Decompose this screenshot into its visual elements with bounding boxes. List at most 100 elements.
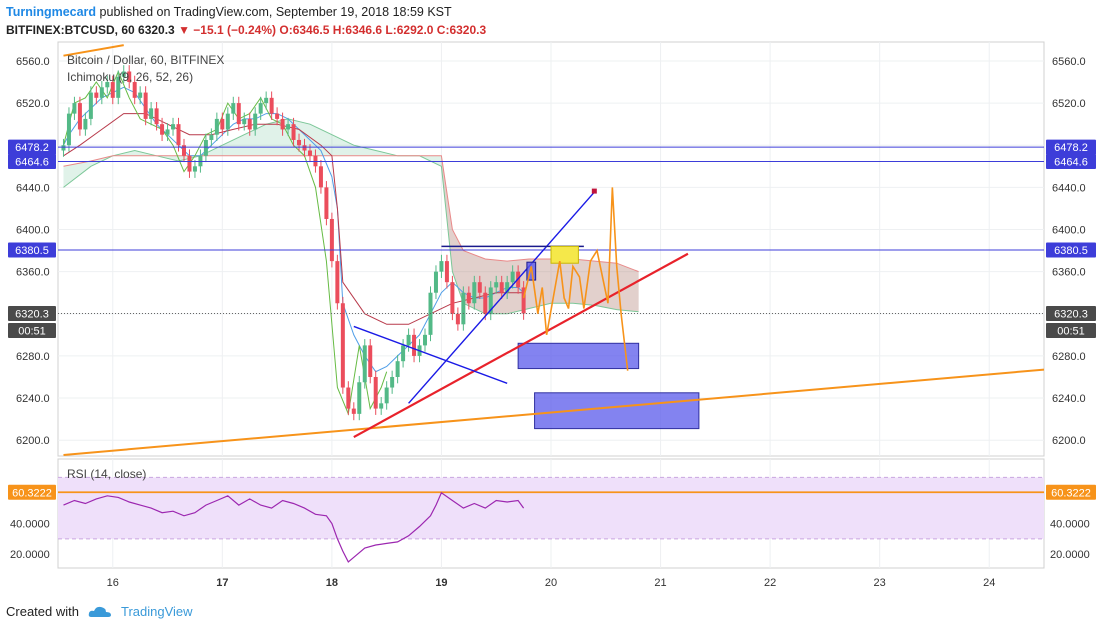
candle-body xyxy=(121,71,126,77)
price-tag xyxy=(8,484,56,500)
candle-body xyxy=(302,145,307,151)
candle-body xyxy=(324,187,329,219)
y-tick-label-right: 6560.0 xyxy=(1052,56,1086,68)
candle-body xyxy=(499,282,504,293)
candle-body xyxy=(368,345,373,377)
tradingview-brand[interactable]: TradingView xyxy=(120,604,193,619)
candle-body xyxy=(384,387,389,404)
candle-body xyxy=(433,271,438,293)
candle-body xyxy=(340,303,345,388)
candle-body xyxy=(187,155,192,172)
candle-body xyxy=(455,313,460,325)
footer: Created with TradingView xyxy=(6,604,193,619)
change-text: ▼ −15.1 (−0.24%) xyxy=(178,23,277,37)
candle-body xyxy=(466,292,471,304)
price-tag-label: 6380.5 xyxy=(1054,245,1088,257)
candle-body xyxy=(203,139,208,156)
candle-body xyxy=(423,334,428,346)
candle-body xyxy=(99,87,104,98)
legend-indicator: Ichimoku (9, 26, 52, 26) xyxy=(67,70,193,84)
candle-body xyxy=(390,376,395,388)
candle-body xyxy=(472,282,477,304)
candle-body xyxy=(192,166,197,172)
price-tag-label: 60.3222 xyxy=(12,487,52,499)
cloud-area xyxy=(63,118,639,314)
candle-body xyxy=(488,287,493,314)
price-tag xyxy=(8,305,56,321)
candle-body xyxy=(209,134,214,140)
x-tick-label: 16 xyxy=(107,577,119,589)
rsi-tick-label-left: 40.0000 xyxy=(10,518,50,530)
candle-body xyxy=(132,82,137,98)
rsi-tick-label-right: 20.0000 xyxy=(1050,549,1090,561)
red-trendline xyxy=(353,252,689,439)
candle-body xyxy=(77,103,82,130)
projection-box-lower xyxy=(534,392,700,430)
price-tag-label: 00:51 xyxy=(18,325,46,337)
price-tag xyxy=(1046,242,1096,258)
y-tick-label-left: 6240.0 xyxy=(16,393,50,405)
candle-body xyxy=(483,292,488,314)
price-tag xyxy=(8,139,56,155)
candle-body xyxy=(264,97,269,104)
candle-body xyxy=(242,118,247,125)
candle-body xyxy=(494,282,499,288)
price-tag-label: 6464.6 xyxy=(1054,156,1088,168)
candle-body xyxy=(346,387,351,409)
price-tag-label: 6478.2 xyxy=(15,142,49,154)
candles xyxy=(61,65,526,421)
candle-body xyxy=(510,271,515,283)
y-tick-label-right: 6440.0 xyxy=(1052,182,1086,194)
candle-body xyxy=(225,113,230,130)
orange-projection-path xyxy=(522,187,629,371)
candle-body xyxy=(88,92,93,119)
senkou-b-line xyxy=(63,155,639,273)
y-tick-label-left: 6520.0 xyxy=(16,98,50,110)
candle-body xyxy=(291,124,296,140)
price-tag xyxy=(8,153,56,169)
candle-body xyxy=(351,408,356,414)
price-tag-label: 6478.2 xyxy=(1054,142,1088,154)
candle-body xyxy=(61,145,66,151)
y-tick-label-left: 6200.0 xyxy=(16,435,50,447)
candle-body xyxy=(83,118,88,130)
y-tick-label-right: 6280.0 xyxy=(1052,351,1086,363)
tradingview-cloud-icon xyxy=(88,606,111,617)
candle-body xyxy=(258,103,263,114)
candle-body xyxy=(318,166,323,188)
y-tick-label-right: 6200.0 xyxy=(1052,435,1086,447)
author-name[interactable]: Turningmecard xyxy=(6,5,97,19)
candle-body xyxy=(94,92,99,98)
candle-body xyxy=(110,82,115,98)
price-tag-label: 6320.3 xyxy=(1054,308,1088,320)
price-tag-label: 6464.6 xyxy=(15,156,49,168)
candle-body xyxy=(401,345,406,362)
rsi-legend: RSI (14, close) xyxy=(67,467,146,481)
candle-body xyxy=(127,71,132,83)
x-tick-label: 17 xyxy=(216,577,228,589)
price-tag xyxy=(1046,139,1096,155)
candle-body xyxy=(395,361,400,377)
candle-body xyxy=(444,261,449,283)
candle-body xyxy=(329,218,334,262)
blue-falling-line xyxy=(353,325,508,384)
rsi-indicator xyxy=(58,476,1044,563)
candle-body xyxy=(275,113,280,119)
x-tick-label: 20 xyxy=(545,577,557,589)
candle-body xyxy=(231,103,236,114)
created-with-text: Created with xyxy=(6,604,79,619)
candle-body xyxy=(214,118,219,135)
price-tags: 6478.2 6464.6 6380.5 6320.3 00:51 60.3222 6478… xyxy=(8,139,1096,500)
candle-body xyxy=(236,103,241,125)
candle-body xyxy=(247,118,252,130)
last-price: 6320.3 xyxy=(138,23,175,37)
candle-body xyxy=(357,382,362,414)
candle-body xyxy=(412,334,417,356)
y-tick-label-left: 6440.0 xyxy=(16,182,50,194)
orange-trendline xyxy=(63,368,1044,456)
candle-body xyxy=(171,124,176,130)
price-tag xyxy=(1046,305,1096,321)
candle-body xyxy=(220,118,225,130)
senkou-a-line xyxy=(63,118,639,315)
